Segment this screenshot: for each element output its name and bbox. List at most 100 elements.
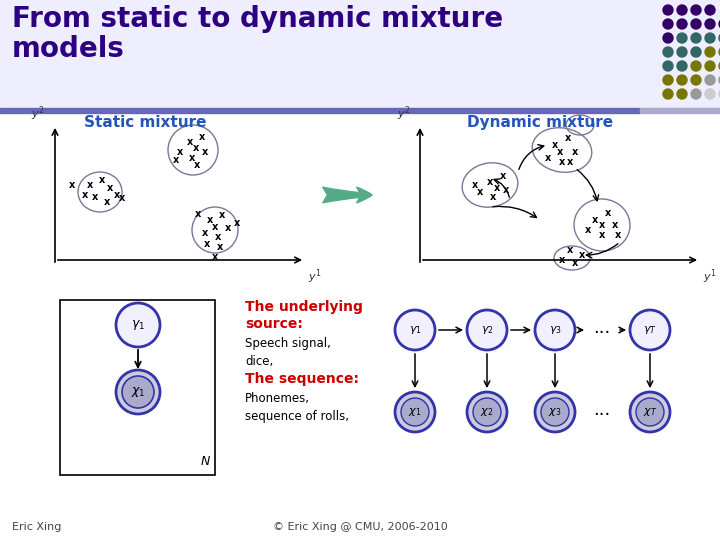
Circle shape <box>630 310 670 350</box>
Circle shape <box>636 398 664 426</box>
Circle shape <box>705 47 715 57</box>
Text: x: x <box>177 147 183 157</box>
Text: x: x <box>189 153 195 163</box>
Circle shape <box>395 392 435 432</box>
Circle shape <box>677 47 687 57</box>
Text: x: x <box>557 147 563 157</box>
Text: x: x <box>567 245 573 255</box>
Text: Dynamic mixture: Dynamic mixture <box>467 115 613 130</box>
Text: Speech signal,
dice,: Speech signal, dice, <box>245 337 331 368</box>
Text: x: x <box>559 157 565 167</box>
Circle shape <box>663 19 673 29</box>
Text: x: x <box>215 232 221 242</box>
Text: x: x <box>193 143 199 153</box>
Text: x: x <box>119 193 125 203</box>
Text: x: x <box>225 223 231 233</box>
Circle shape <box>535 310 575 350</box>
Text: x: x <box>599 220 605 230</box>
Text: $\chi_T$: $\chi_T$ <box>643 406 657 418</box>
Text: x: x <box>579 250 585 260</box>
Text: x: x <box>494 183 500 193</box>
Circle shape <box>401 398 429 426</box>
Text: x: x <box>472 180 478 190</box>
Text: From static to dynamic mixture: From static to dynamic mixture <box>12 5 503 33</box>
Text: $y^2$: $y^2$ <box>397 104 410 123</box>
Circle shape <box>663 61 673 71</box>
Text: x: x <box>202 147 208 157</box>
Bar <box>60 300 215 475</box>
Text: $\chi_1$: $\chi_1$ <box>408 406 422 418</box>
Circle shape <box>705 33 715 43</box>
Text: $\gamma_1$: $\gamma_1$ <box>408 324 421 336</box>
Circle shape <box>535 392 575 432</box>
Text: x: x <box>212 222 218 232</box>
Text: x: x <box>173 155 179 165</box>
Circle shape <box>122 376 154 408</box>
Circle shape <box>691 5 701 15</box>
Text: N: N <box>200 455 210 468</box>
Text: x: x <box>195 209 201 219</box>
Text: x: x <box>503 185 509 195</box>
Text: x: x <box>194 160 200 170</box>
Text: x: x <box>487 177 493 187</box>
Circle shape <box>663 47 673 57</box>
Text: x: x <box>477 187 483 197</box>
Circle shape <box>677 89 687 99</box>
Circle shape <box>663 75 673 85</box>
Circle shape <box>691 61 701 71</box>
Text: x: x <box>199 132 205 142</box>
Circle shape <box>116 303 160 347</box>
Text: x: x <box>212 252 218 262</box>
Text: x: x <box>104 197 110 207</box>
Circle shape <box>677 75 687 85</box>
Text: Eric Xing: Eric Xing <box>12 522 61 532</box>
Text: ...: ... <box>593 401 611 419</box>
Text: x: x <box>559 255 565 265</box>
Text: The underlying
source:: The underlying source: <box>245 300 363 332</box>
Circle shape <box>705 5 715 15</box>
Text: x: x <box>99 175 105 185</box>
Bar <box>0 0 720 110</box>
Text: x: x <box>207 215 213 225</box>
Circle shape <box>677 5 687 15</box>
Text: x: x <box>567 157 573 167</box>
Circle shape <box>691 47 701 57</box>
Text: $\chi_1$: $\chi_1$ <box>130 385 145 399</box>
Text: x: x <box>599 230 605 240</box>
Text: x: x <box>187 137 193 147</box>
Text: x: x <box>204 239 210 249</box>
Text: $\gamma_2$: $\gamma_2$ <box>481 324 493 336</box>
Text: x: x <box>82 190 88 200</box>
Circle shape <box>691 33 701 43</box>
Text: x: x <box>605 208 611 218</box>
Text: Static mixture: Static mixture <box>84 115 206 130</box>
Text: ...: ... <box>593 319 611 337</box>
Text: x: x <box>572 258 578 268</box>
Circle shape <box>473 398 501 426</box>
Circle shape <box>630 392 670 432</box>
Text: $\gamma_T$: $\gamma_T$ <box>643 324 657 336</box>
Text: $y^2$: $y^2$ <box>30 104 44 123</box>
Circle shape <box>691 89 701 99</box>
Text: x: x <box>219 210 225 220</box>
Text: x: x <box>490 192 496 202</box>
Circle shape <box>467 310 507 350</box>
Circle shape <box>705 61 715 71</box>
Bar <box>0 108 640 113</box>
Circle shape <box>663 89 673 99</box>
Text: Phonemes,
sequence of rolls,: Phonemes, sequence of rolls, <box>245 392 349 423</box>
Text: x: x <box>92 192 98 202</box>
Text: $\gamma_1$: $\gamma_1$ <box>131 318 145 332</box>
Text: x: x <box>500 171 506 181</box>
Text: $y^1$: $y^1$ <box>308 267 322 286</box>
Text: x: x <box>592 215 598 225</box>
Circle shape <box>719 33 720 43</box>
Text: x: x <box>612 220 618 230</box>
Text: x: x <box>615 230 621 240</box>
Text: © Eric Xing @ CMU, 2006-2010: © Eric Xing @ CMU, 2006-2010 <box>273 522 447 532</box>
Text: x: x <box>217 242 223 252</box>
Text: x: x <box>69 180 75 190</box>
Text: x: x <box>585 225 591 235</box>
Circle shape <box>395 310 435 350</box>
Text: x: x <box>565 133 571 143</box>
